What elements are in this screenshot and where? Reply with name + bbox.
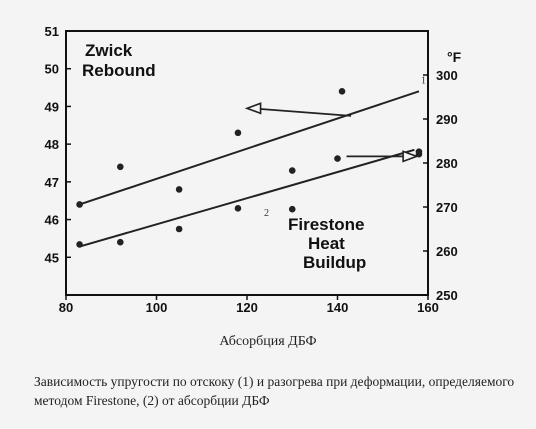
series-1-number: 1	[421, 75, 426, 86]
series-1-fit-line	[79, 90, 420, 206]
series-1-point	[288, 167, 296, 174]
series-layer: 12	[76, 75, 426, 248]
right-axis-unit: °F	[447, 49, 462, 65]
series-1-point	[76, 201, 83, 208]
annotation-firestone: Firestone	[288, 215, 365, 234]
series-2-point	[288, 205, 296, 213]
series-2-point	[76, 241, 83, 248]
annotation-heat: Heat	[308, 234, 345, 253]
left-y-axis: 45 46 47 48 49 50 51	[45, 24, 71, 265]
left-y-tick-label: 51	[45, 24, 59, 39]
series-2-point	[175, 225, 183, 233]
x-axis: 80 100 120 140 160	[59, 295, 439, 315]
series-2-point	[334, 155, 341, 162]
annotation-buildup: Buildup	[303, 253, 366, 272]
x-axis-title: Абсорбция ДБФ	[219, 334, 317, 349]
x-tick-label: 140	[327, 300, 349, 315]
right-y-tick-label: 250	[436, 288, 458, 303]
figure-caption: Зависимость упругости по отскоку (1) и р…	[34, 374, 515, 408]
series-2-number: 2	[264, 208, 269, 219]
annotation-rebound: Rebound	[82, 61, 156, 80]
annotation-zwick: Zwick	[85, 41, 133, 60]
x-tick-label: 100	[146, 300, 168, 315]
series-2: 2	[76, 148, 423, 248]
arrow-to-left-axis	[251, 107, 352, 117]
left-y-tick-label: 50	[45, 62, 59, 77]
axis-arrows	[244, 102, 420, 163]
x-tick-label: 120	[236, 300, 258, 315]
left-y-tick-label: 47	[45, 175, 59, 190]
arrow-head-left	[244, 102, 262, 115]
right-y-tick-label: 270	[436, 200, 458, 215]
series-2-point	[117, 238, 124, 246]
series-2-fit-line	[79, 148, 415, 248]
arrow-head-right	[402, 150, 420, 163]
left-y-tick-label: 45	[45, 250, 59, 265]
right-y-tick-label: 300	[436, 68, 458, 83]
right-y-tick-label: 280	[436, 156, 458, 171]
series-2-point	[234, 205, 242, 212]
left-y-tick-label: 46	[45, 213, 59, 228]
right-y-axis: 250 260 270 280 290 300	[423, 68, 458, 303]
right-y-tick-label: 260	[436, 244, 458, 259]
series-1-point	[234, 129, 242, 137]
x-tick-label: 160	[417, 300, 439, 315]
series-1-point	[175, 186, 183, 193]
x-tick-label: 80	[59, 300, 73, 315]
series-1-point	[117, 163, 124, 171]
left-y-tick-label: 49	[45, 99, 59, 114]
series-1-point	[338, 88, 346, 95]
left-y-tick-label: 48	[45, 137, 59, 152]
series-1: 1	[76, 75, 426, 208]
right-y-tick-label: 290	[436, 112, 458, 127]
